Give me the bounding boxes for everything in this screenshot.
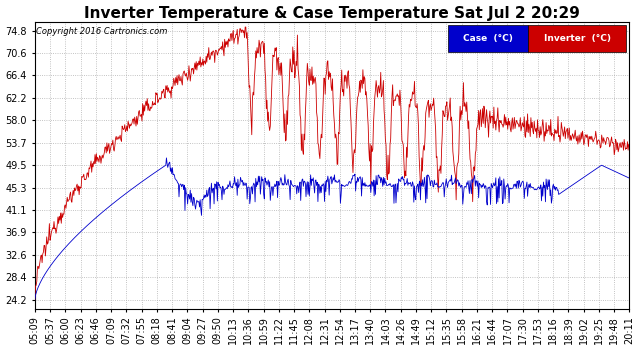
Bar xyxy=(529,25,627,52)
Text: Copyright 2016 Cartronics.com: Copyright 2016 Cartronics.com xyxy=(36,27,168,36)
Text: Inverter  (°C): Inverter (°C) xyxy=(544,34,611,43)
Bar xyxy=(448,25,529,52)
Text: Case  (°C): Case (°C) xyxy=(463,34,513,43)
Title: Inverter Temperature & Case Temperature Sat Jul 2 20:29: Inverter Temperature & Case Temperature … xyxy=(84,6,580,21)
